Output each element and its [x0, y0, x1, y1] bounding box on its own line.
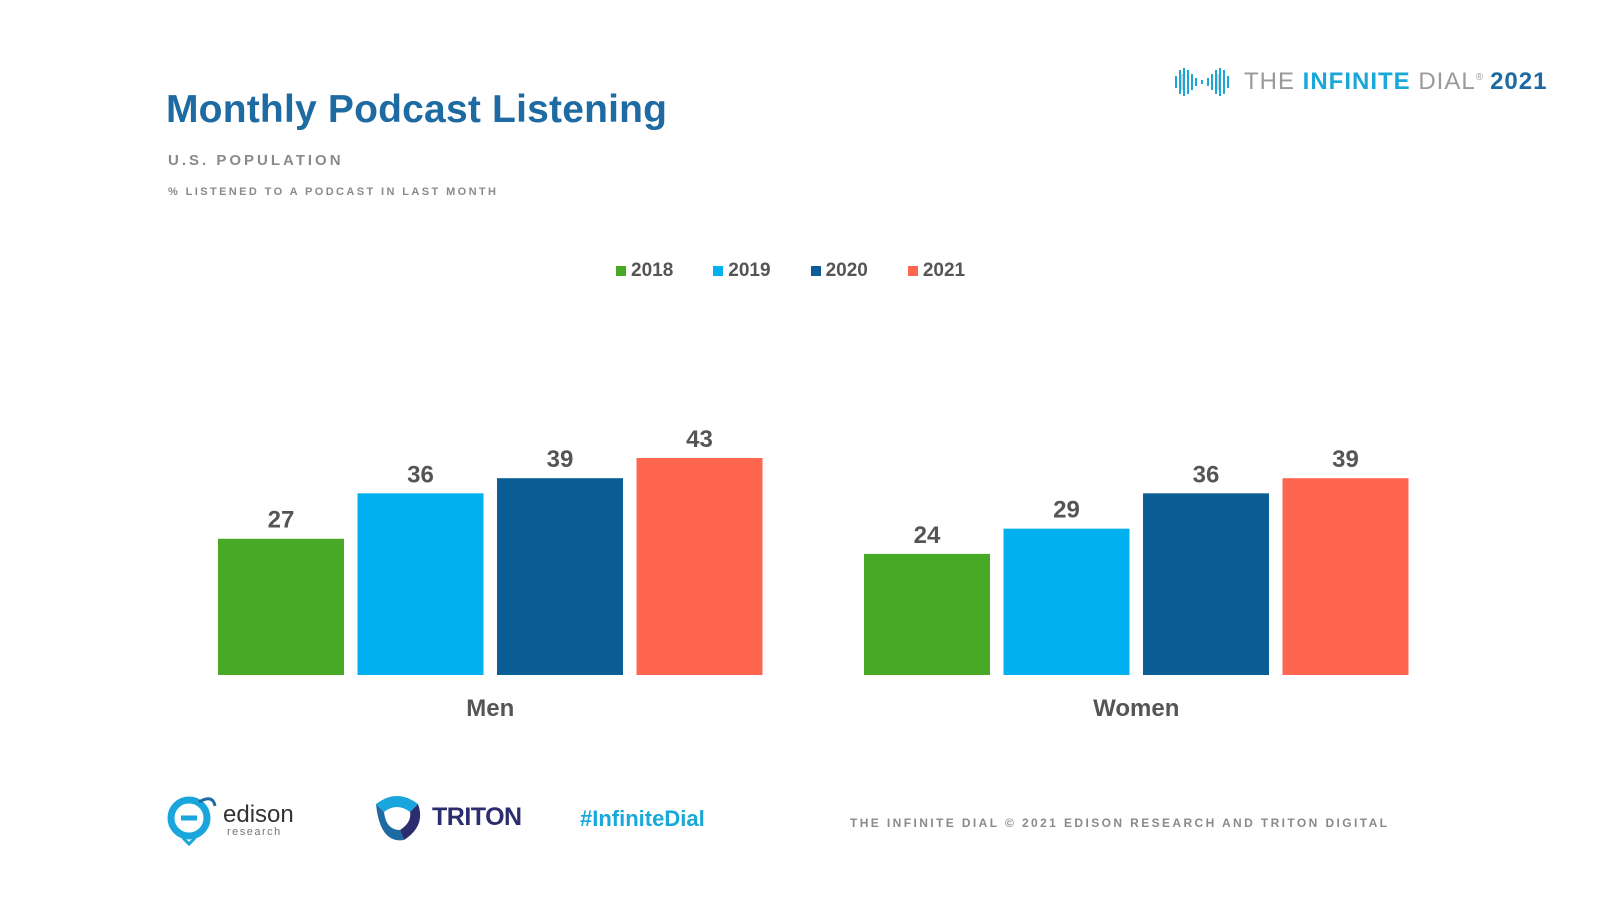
triton-logo: TRITON — [370, 790, 522, 844]
legend-label-2019: 2019 — [728, 260, 771, 281]
data-label-men-2020: 39 — [547, 446, 574, 473]
legend-item-2019: 2019 — [713, 260, 771, 282]
infinite-dial-wordmark: THE INFINITE DIAL® 2021 — [1244, 68, 1547, 96]
infinite-dial-logo: THE INFINITE DIAL® 2021 — [1172, 64, 1547, 100]
bar-men-2018 — [218, 538, 344, 675]
legend-swatch-2019 — [713, 266, 724, 276]
hashtag-link[interactable]: #InfiniteDial — [580, 806, 705, 831]
bar-women-2020 — [1143, 493, 1269, 675]
legend-label-2018: 2018 — [631, 260, 674, 281]
bar-women-2021 — [1282, 478, 1409, 675]
edison-logo: edison research — [165, 792, 294, 848]
chart-caption: % LISTENED TO A PODCAST IN LAST MONTH — [168, 186, 499, 198]
legend-swatch-2018 — [616, 266, 626, 276]
legend-label-2021: 2021 — [922, 260, 966, 281]
edison-name: edison — [223, 800, 294, 828]
brand-strong: INFINITE — [1302, 68, 1411, 95]
legend-item-2018: 2018 — [616, 260, 673, 282]
data-label-women-2021: 39 — [1332, 446, 1359, 473]
bar-women-2019 — [1003, 528, 1130, 675]
page-title: Monthly Podcast Listening — [166, 88, 668, 131]
category-label-men: Men — [466, 695, 514, 722]
data-label-men-2021: 43 — [686, 426, 713, 453]
edison-sub: research — [227, 825, 282, 838]
legend-swatch-2021 — [907, 266, 918, 276]
data-label-men-2019: 36 — [407, 461, 434, 488]
bar-men-2020 — [497, 478, 623, 675]
brand-reg: ® — [1475, 72, 1485, 83]
data-label-women-2018: 24 — [914, 522, 941, 549]
legend-swatch-2020 — [810, 266, 821, 276]
category-label-women: Women — [1093, 695, 1179, 722]
infinity-icon — [1175, 68, 1229, 96]
bar-women-2018 — [864, 553, 990, 675]
data-label-women-2020: 36 — [1193, 461, 1220, 488]
brand-year: 2021 — [1490, 68, 1548, 95]
bar-chart: 27 36 39 43 Men 24 29 36 39 Women — [218, 426, 1409, 722]
legend-item-2021: 2021 — [907, 260, 966, 282]
data-label-women-2019: 29 — [1053, 497, 1080, 524]
bar-men-2019 — [357, 493, 484, 675]
brand-prefix: THE — [1244, 68, 1295, 95]
legend-label-2020: 2020 — [825, 260, 868, 281]
chart-legend: 2018 2019 2020 2021 — [616, 260, 1005, 282]
copyright-text: THE INFINITE DIAL © 2021 EDISON RESEARCH… — [850, 816, 1390, 830]
triton-name: TRITON — [432, 802, 522, 831]
edison-bulb-icon — [167, 796, 217, 847]
data-label-men-2018: 27 — [268, 507, 295, 534]
bar-men-2021 — [636, 458, 763, 675]
brand-suffix: DIAL — [1418, 68, 1476, 95]
triton-mark-icon — [376, 796, 421, 841]
legend-item-2020: 2020 — [810, 260, 868, 282]
page-subtitle: U.S. POPULATION — [168, 152, 344, 169]
